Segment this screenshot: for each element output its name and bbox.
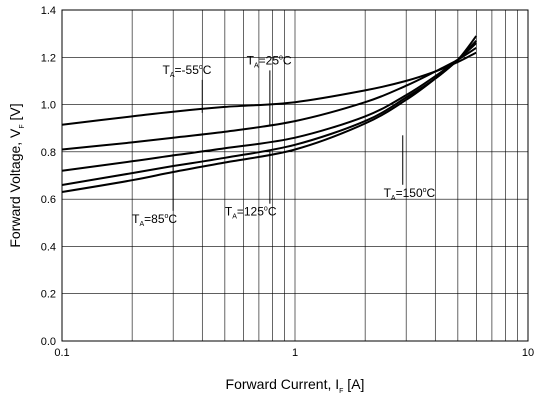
- label-base: T: [225, 205, 233, 219]
- tick-labels: 0.0 0.2 0.4 0.6 0.8 1.0 1.2 1.4 0.1 1 10: [41, 5, 534, 359]
- label-base: T: [247, 53, 255, 67]
- x-axis-title-sub: F: [339, 388, 343, 395]
- y-tick-label: 1.2: [41, 52, 56, 64]
- label-base: T: [384, 186, 392, 200]
- y-axis-title-main: Forward Voltage, V: [7, 128, 23, 248]
- y-tick-label: 0.2: [41, 289, 56, 301]
- y-tick-label: 1.4: [41, 5, 56, 17]
- y-tick-label: 0.0: [41, 336, 56, 348]
- series-label-4: TA=150oC: [384, 186, 436, 202]
- label-degree: o: [165, 213, 169, 220]
- label-value: =25: [259, 53, 280, 67]
- y-axis-title-sub: F: [19, 124, 26, 128]
- x-tick-label: 0.1: [54, 347, 69, 359]
- x-axis-title-main: Forward Current, I: [226, 376, 340, 392]
- series-label-1: TA=25oC: [247, 53, 292, 69]
- grid: [62, 10, 528, 341]
- label-value: =125: [237, 205, 264, 219]
- x-tick-label: 10: [522, 347, 534, 359]
- series-line-0: [61, 51, 477, 126]
- y-axis-title-unit: [V]: [7, 103, 23, 124]
- series-line-1: [61, 46, 477, 151]
- y-tick-label: 1.0: [41, 100, 56, 112]
- label-base: T: [132, 212, 140, 226]
- label-unit: C: [283, 53, 292, 67]
- label-sub: A: [391, 195, 396, 202]
- label-degree: o: [264, 206, 268, 213]
- label-unit: C: [203, 63, 212, 77]
- label-sub: A: [170, 72, 175, 79]
- label-value: =-55: [175, 63, 200, 77]
- label-degree: o: [423, 187, 427, 194]
- label-degree: o: [199, 64, 203, 71]
- label-unit: C: [268, 205, 277, 219]
- series-label-3: TA=125oC: [225, 205, 277, 221]
- label-sub: A: [254, 62, 259, 69]
- label-value: =150: [396, 186, 423, 200]
- series-group: [61, 35, 478, 193]
- series-label-2: TA=85oC: [132, 212, 177, 228]
- y-axis-title: Forward Voltage, VF [V]: [7, 103, 26, 247]
- series-label-0: TA=-55oC: [163, 63, 212, 79]
- label-sub: A: [232, 214, 237, 221]
- x-axis-title-unit: [A]: [343, 376, 364, 392]
- label-unit: C: [168, 212, 177, 226]
- x-axis-title: Forward Current, IF [A]: [226, 376, 365, 395]
- label-degree: o: [279, 54, 283, 61]
- series-line-2: [61, 42, 477, 172]
- x-tick-label: 1: [292, 347, 298, 359]
- y-tick-label: 0.6: [41, 194, 56, 206]
- y-tick-label: 0.4: [41, 241, 56, 253]
- label-unit: C: [427, 186, 436, 200]
- label-base: T: [163, 63, 171, 77]
- label-sub: A: [139, 221, 144, 228]
- label-value: =85: [144, 212, 165, 226]
- plot-frame: [61, 9, 529, 342]
- series-line-4: [61, 35, 478, 193]
- y-tick-label: 0.8: [41, 147, 56, 159]
